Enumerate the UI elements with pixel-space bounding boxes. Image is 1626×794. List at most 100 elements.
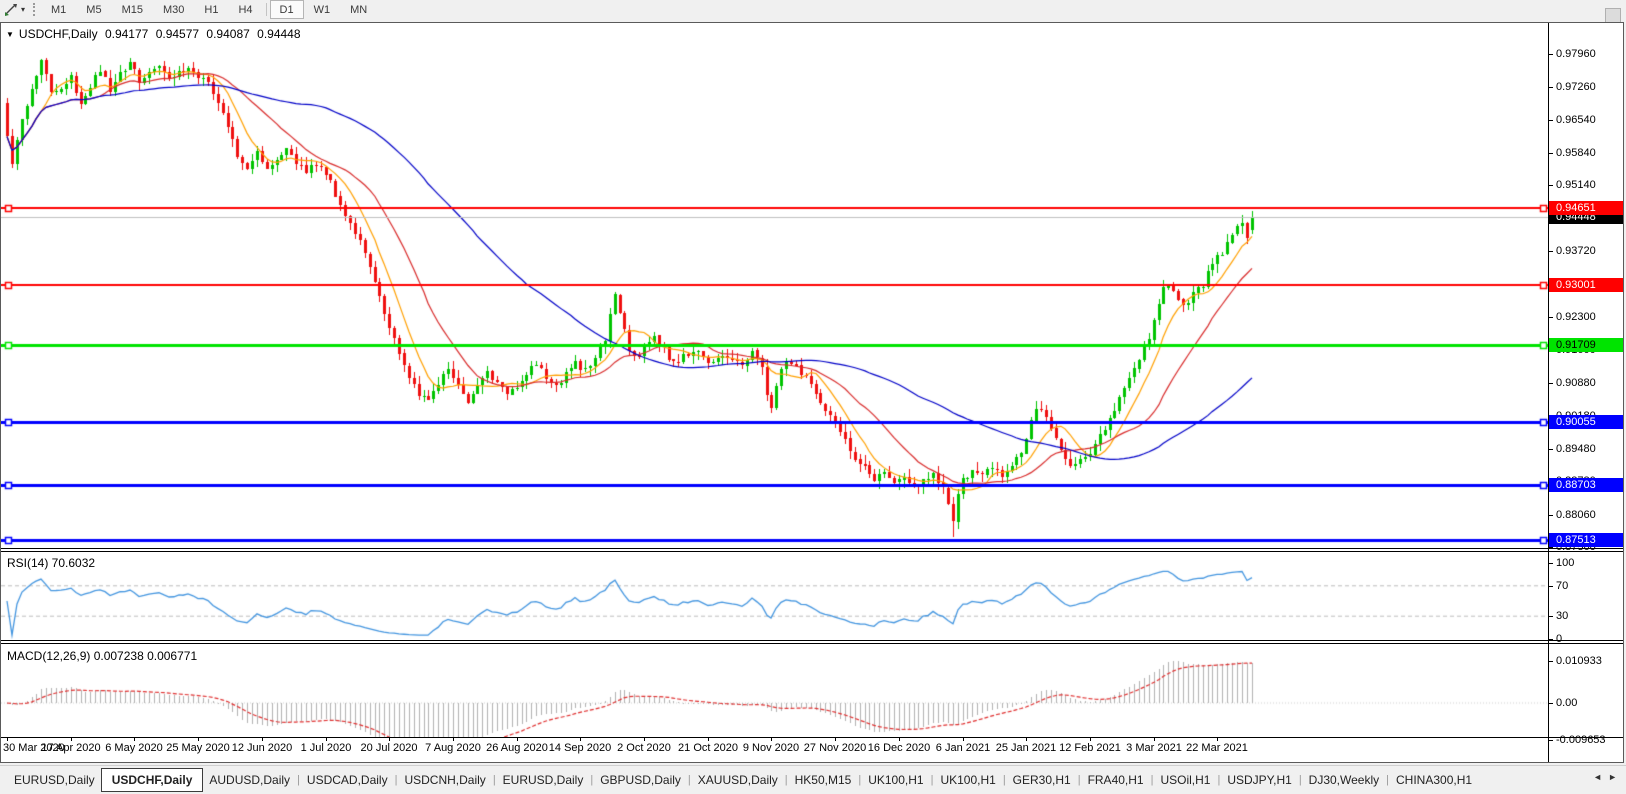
pane-separator xyxy=(1,551,1623,552)
cursor-dropdown-icon[interactable]: ▾ xyxy=(21,5,26,14)
pane-separator xyxy=(1,643,1623,644)
symbol-tab-gbpusd-daily[interactable]: GBPUSD,Daily xyxy=(600,773,681,787)
timeframe-button-mn[interactable]: MN xyxy=(350,3,368,16)
symbol-tab-usdcnh-daily[interactable]: USDCNH,Daily xyxy=(404,773,486,787)
price-tick: 0.93720 xyxy=(1556,245,1596,257)
symbol-tab-xauusd-daily[interactable]: XAUUSD,Daily xyxy=(697,773,778,787)
price-tick-dash xyxy=(1548,251,1553,252)
date-tick xyxy=(262,737,263,741)
price-tick: 0.96540 xyxy=(1556,114,1596,126)
symbol-tab-usoil-h1[interactable]: USOil,H1 xyxy=(1160,773,1211,787)
timeframe-button-h1[interactable]: H1 xyxy=(204,3,219,16)
date-tick xyxy=(835,737,836,741)
symbol-tab-audusd-daily[interactable]: AUDUSD,Daily xyxy=(209,773,291,787)
timeframe-button-m1[interactable]: M1 xyxy=(51,3,67,16)
price-tick-dash xyxy=(1548,515,1553,516)
macd-label: MACD(12,26,9) 0.007238 0.006771 xyxy=(7,649,198,663)
date-tick xyxy=(1217,737,1218,741)
pane-separator[interactable] xyxy=(1,548,1623,549)
date-tick xyxy=(198,737,199,741)
ohlc-open: 0.94177 xyxy=(104,27,149,41)
price-tick: 0.95140 xyxy=(1556,179,1596,191)
collapse-icon[interactable]: ▼ xyxy=(6,30,14,39)
rsi-tick: 30 xyxy=(1556,610,1569,622)
price-tick: 0.89480 xyxy=(1556,443,1596,455)
price-tick-dash xyxy=(1548,449,1553,450)
timeframe-button-m30[interactable]: M30 xyxy=(162,3,185,16)
symbol-tab-hk50-m15[interactable]: HK50,M15 xyxy=(794,773,852,787)
date-tick xyxy=(517,737,518,741)
tab-separator: | xyxy=(1002,774,1006,786)
price-tick: 0.95840 xyxy=(1556,147,1596,159)
price-chart-canvas[interactable] xyxy=(1,23,1548,548)
symbol-tab-usdchf-daily[interactable]: USDCHF,Daily xyxy=(100,768,204,792)
macd-tick: 0.00 xyxy=(1556,697,1578,709)
ohlc-low: 0.94087 xyxy=(206,27,250,41)
date-tick xyxy=(389,737,390,741)
date-label: 14 Sep 2020 xyxy=(548,742,612,754)
date-tick xyxy=(771,737,772,741)
date-label: 6 Jan 2021 xyxy=(935,742,991,754)
level-price-marker: 0.88703 xyxy=(1549,478,1623,492)
timeframe-button-m15[interactable]: M15 xyxy=(121,3,143,16)
rsi-tick: 70 xyxy=(1556,580,1569,592)
symbol-tab-usdjpy-h1[interactable]: USDJPY,H1 xyxy=(1227,773,1292,787)
date-label: 12 Jun 2020 xyxy=(231,742,293,754)
date-tick xyxy=(580,737,581,741)
timeframe-button-m5[interactable]: M5 xyxy=(86,3,102,16)
tabs-scroll-right-icon[interactable]: ► xyxy=(1608,772,1623,782)
price-tick: 0.88060 xyxy=(1556,509,1596,521)
date-label: 7 Aug 2020 xyxy=(425,742,481,754)
pane-separator[interactable] xyxy=(1,640,1623,641)
date-tick xyxy=(134,737,135,741)
symbol-tab-uk100-h1[interactable]: UK100,H1 xyxy=(940,773,996,787)
tab-separator: | xyxy=(590,774,594,786)
tab-separator: | xyxy=(784,774,788,786)
symbol-tab-eurusd-daily[interactable]: EURUSD,Daily xyxy=(14,773,95,787)
macd-tick-dash xyxy=(1548,661,1553,662)
toolbar-grip[interactable] xyxy=(33,3,36,16)
tab-separator: | xyxy=(930,774,934,786)
chart-title: ▼ USDCHF,Daily 0.94177 0.94577 0.94087 0.… xyxy=(6,27,305,41)
date-label: 30 Mar 2020 xyxy=(3,742,65,754)
rsi-tick-dash xyxy=(1548,586,1553,587)
date-label: 26 Aug 2020 xyxy=(486,742,548,754)
symbol-tab-ger30-h1[interactable]: GER30,H1 xyxy=(1012,773,1071,787)
timeframe-button-w1[interactable]: W1 xyxy=(313,3,331,16)
symbol-tab-china300-h1[interactable]: CHINA300,H1 xyxy=(1396,773,1473,787)
date-label: 9 Nov 2020 xyxy=(742,742,800,754)
price-tick: 0.92300 xyxy=(1556,311,1596,323)
tab-separator: | xyxy=(1077,774,1081,786)
tab-separator: | xyxy=(394,774,398,786)
symbol-tab-eurusd-daily[interactable]: EURUSD,Daily xyxy=(502,773,584,787)
price-tick-dash xyxy=(1548,153,1553,154)
tabs-scroll-left-icon[interactable]: ◄ xyxy=(1593,772,1609,782)
rsi-chart-canvas[interactable] xyxy=(1,552,1548,640)
tab-separator: | xyxy=(1298,774,1302,786)
symbol-tab-usdcad-daily[interactable]: USDCAD,Daily xyxy=(306,773,388,787)
price-tick-dash xyxy=(1548,185,1553,186)
level-price-marker: 0.90055 xyxy=(1549,415,1623,429)
macd-chart-canvas[interactable] xyxy=(1,644,1548,737)
tab-separator: | xyxy=(858,774,862,786)
date-tick xyxy=(963,737,964,741)
symbol-tab-dj30-weekly[interactable]: DJ30,Weekly xyxy=(1308,773,1380,787)
date-label: 25 May 2020 xyxy=(166,742,230,754)
timeframe-button-d1[interactable]: D1 xyxy=(269,0,304,19)
date-tick xyxy=(71,737,72,741)
rsi-tick-dash xyxy=(1548,616,1553,617)
date-label: 1 Jul 2020 xyxy=(300,742,352,754)
price-tick: 0.97960 xyxy=(1556,48,1596,60)
symbol-tab-fra40-h1[interactable]: FRA40,H1 xyxy=(1087,773,1144,787)
tab-separator: | xyxy=(1150,774,1154,786)
timeframe-button-h4[interactable]: H4 xyxy=(238,3,253,16)
level-price-marker: 0.93001 xyxy=(1549,278,1623,292)
date-label: 22 Mar 2021 xyxy=(1186,742,1248,754)
date-label: 2 Oct 2020 xyxy=(617,742,671,754)
date-tick xyxy=(7,737,8,741)
date-tick xyxy=(453,737,454,741)
ohlc-close: 0.94448 xyxy=(257,27,301,41)
cursor-tool-icon[interactable] xyxy=(3,3,19,17)
price-tick-dash xyxy=(1548,54,1553,55)
symbol-tab-uk100-h1[interactable]: UK100,H1 xyxy=(868,773,924,787)
